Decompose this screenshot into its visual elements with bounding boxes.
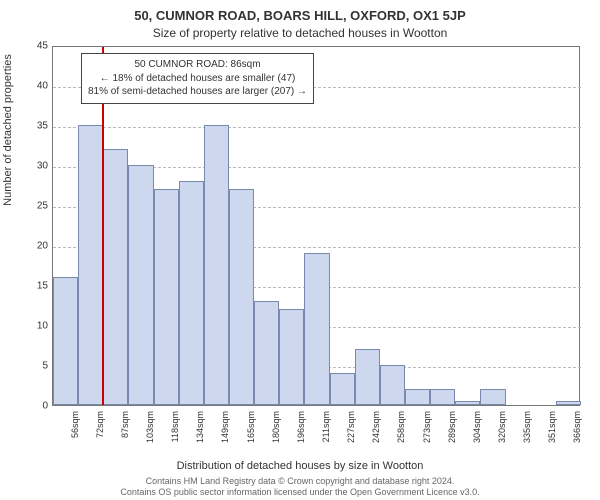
x-tick-label: 196sqm [296,411,306,443]
x-tick-label: 335sqm [522,411,532,443]
histogram-bar [128,165,153,405]
y-tick-label: 40 [24,81,48,92]
histogram-bar [304,253,329,405]
page-title: 50, CUMNOR ROAD, BOARS HILL, OXFORD, OX1… [0,8,600,23]
x-axis-label: Distribution of detached houses by size … [0,460,600,472]
x-tick-label: 366sqm [572,411,582,443]
histogram-bar [254,301,279,405]
y-tick-label: 20 [24,241,48,252]
y-tick-label: 45 [24,41,48,52]
histogram-bar [53,277,78,405]
histogram-bar [229,189,254,405]
footer-line-1: Contains HM Land Registry data © Crown c… [0,476,600,487]
x-tick-label: 72sqm [95,411,105,438]
y-tick-label: 10 [24,321,48,332]
y-tick-label: 35 [24,121,48,132]
x-tick-label: 165sqm [246,411,256,443]
histogram-bar [355,349,380,405]
histogram-bar [556,401,581,405]
x-tick-label: 273sqm [422,411,432,443]
histogram-bar [279,309,304,405]
annotation-line: 50 CUMNOR ROAD: 86sqm [88,58,307,72]
y-tick-label: 15 [24,281,48,292]
footer: Contains HM Land Registry data © Crown c… [0,476,600,499]
y-axis-label: Number of detached properties [2,30,14,230]
x-tick-label: 258sqm [396,411,406,443]
y-tick-label: 0 [24,401,48,412]
histogram-bar [405,389,430,405]
histogram-bar [455,401,480,405]
histogram-bar [154,189,179,405]
x-tick-label: 304sqm [472,411,482,443]
page-subtitle: Size of property relative to detached ho… [0,26,600,40]
annotation-box: 50 CUMNOR ROAD: 86sqm← 18% of detached h… [81,53,314,104]
histogram-bar [430,389,455,405]
x-tick-label: 56sqm [70,411,80,438]
gridline [53,127,581,128]
footer-line-2: Contains OS public sector information li… [0,487,600,498]
x-tick-label: 211sqm [321,411,331,442]
x-tick-label: 320sqm [497,411,507,443]
histogram-bar [380,365,405,405]
x-tick-label: 227sqm [346,411,356,443]
x-tick-label: 242sqm [371,411,381,443]
x-tick-label: 103sqm [145,411,155,443]
histogram-bar [330,373,355,405]
histogram-bar [480,389,505,405]
histogram-bar [103,149,128,405]
histogram-bar [78,125,103,405]
x-tick-label: 118sqm [170,411,180,442]
annotation-line: ← 18% of detached houses are smaller (47… [88,72,307,86]
annotation-line: 81% of semi-detached houses are larger (… [88,85,307,99]
y-tick-label: 30 [24,161,48,172]
x-tick-label: 87sqm [120,411,130,438]
x-tick-label: 134sqm [195,411,205,443]
y-tick-label: 5 [24,361,48,372]
x-tick-label: 289sqm [447,411,457,443]
y-tick-label: 25 [24,201,48,212]
x-tick-label: 180sqm [271,411,281,443]
histogram-bar [204,125,229,405]
x-tick-label: 351sqm [547,411,557,443]
histogram-bar [179,181,204,405]
histogram-plot: 56sqm72sqm87sqm103sqm118sqm134sqm149sqm1… [52,46,580,406]
x-tick-label: 149sqm [220,411,230,443]
